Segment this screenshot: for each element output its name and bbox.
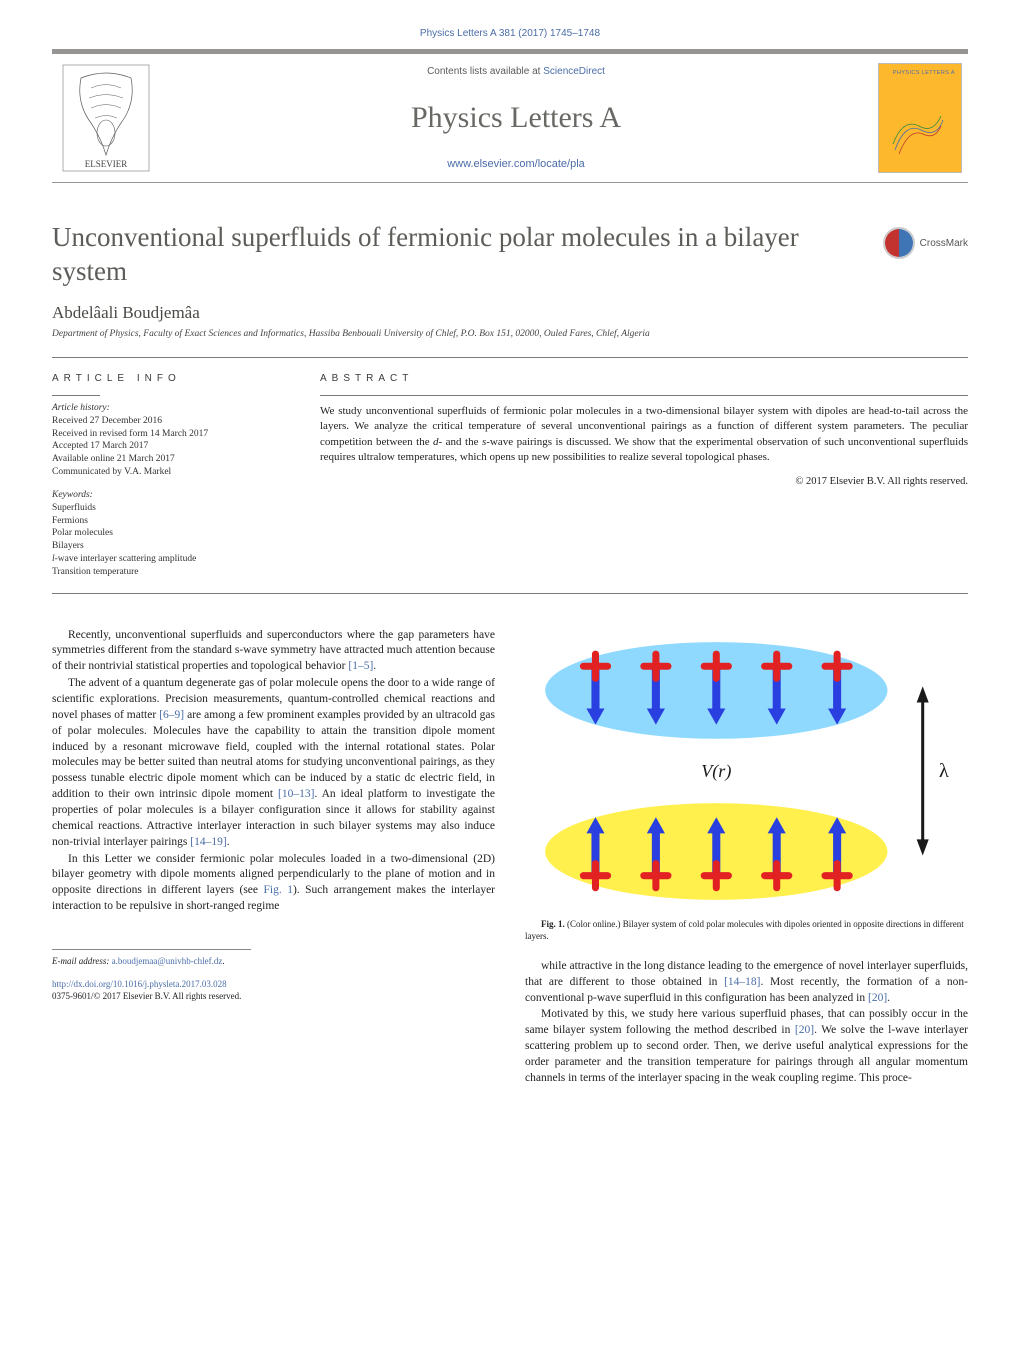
paragraph: The advent of a quantum degenerate gas o… <box>52 676 495 850</box>
keyword: Polar molecules <box>52 527 284 540</box>
footnote-block: E-mail address: a.boudjemaa@univhb-chlef… <box>52 949 251 968</box>
citation-link[interactable]: [14–18] <box>724 976 760 988</box>
keyword: Bilayers <box>52 540 284 553</box>
article-info-column: ARTICLE INFO Article history: Received 2… <box>52 372 284 579</box>
article-info-label: ARTICLE INFO <box>52 372 284 386</box>
abstract-copyright: © 2017 Elsevier B.V. All rights reserved… <box>320 475 968 489</box>
author-email-link[interactable]: a.boudjemaa@univhb-chlef.dz <box>112 956 223 966</box>
keyword: Transition temperature <box>52 566 284 579</box>
crossmark-icon <box>883 227 915 259</box>
history-line: Accepted 17 March 2017 <box>52 440 284 453</box>
author-affiliation: Department of Physics, Faculty of Exact … <box>52 329 968 339</box>
history-line: Received 27 December 2016 <box>52 415 284 428</box>
citation-text[interactable]: Physics Letters A 381 (2017) 1745–1748 <box>420 28 600 39</box>
right-column: V(r) λ Fig. 1. (Color online.) Bilayer s… <box>525 628 968 1088</box>
paragraph: while attractive in the long distance le… <box>525 959 968 1007</box>
history-line: Available online 21 March 2017 <box>52 453 284 466</box>
keyword: Superfluids <box>52 502 284 515</box>
journal-header: ELSEVIER Contents lists available at Sci… <box>52 49 968 183</box>
author-name: Abdelâali Boudjemâa <box>52 303 968 323</box>
abstract-label: ABSTRACT <box>320 372 968 386</box>
svg-text:V(r): V(r) <box>701 761 731 782</box>
article-body: Recently, unconventional superfluids and… <box>52 628 968 1088</box>
keywords-label: Keywords: <box>52 490 93 500</box>
abstract-text: We study unconventional superfluids of f… <box>320 404 968 465</box>
contents-line: Contents lists available at ScienceDirec… <box>160 66 872 77</box>
elsevier-logo: ELSEVIER <box>52 54 160 182</box>
citation-header: Physics Letters A 381 (2017) 1745–1748 <box>52 28 968 39</box>
paragraph: In this Letter we consider fermionic pol… <box>52 852 495 915</box>
journal-cover: PHYSICS LETTERS A <box>872 54 968 182</box>
citation-link[interactable]: [10–13] <box>278 788 314 800</box>
history-line: Received in revised form 14 March 2017 <box>52 428 284 441</box>
svg-text:λ: λ <box>939 760 949 782</box>
journal-name: Physics Letters A <box>160 101 872 135</box>
crossmark-badge[interactable]: CrossMark <box>883 227 968 259</box>
paragraph: Recently, unconventional superfluids and… <box>52 628 495 676</box>
citation-link[interactable]: [20] <box>868 992 887 1004</box>
journal-homepage-link[interactable]: www.elsevier.com/locate/pla <box>160 158 872 170</box>
contents-prefix: Contents lists available at <box>427 66 543 77</box>
crossmark-label: CrossMark <box>920 238 968 249</box>
citation-link[interactable]: [14–19] <box>190 836 226 848</box>
history-label: Article history: <box>52 403 110 413</box>
figure-caption: Fig. 1. (Color online.) Bilayer system o… <box>525 919 968 942</box>
doi-link[interactable]: http://dx.doi.org/10.1016/j.physleta.201… <box>52 979 227 989</box>
figure-link[interactable]: Fig. 1 <box>264 884 293 896</box>
divider <box>52 357 968 358</box>
citation-link[interactable]: [1–5] <box>348 660 373 672</box>
history-line: Communicated by V.A. Markel <box>52 466 284 479</box>
doi-block: http://dx.doi.org/10.1016/j.physleta.201… <box>52 978 495 1002</box>
cover-title: PHYSICS LETTERS A <box>879 64 961 76</box>
svg-text:ELSEVIER: ELSEVIER <box>85 159 128 169</box>
left-column: Recently, unconventional superfluids and… <box>52 628 495 1088</box>
paragraph: Motivated by this, we study here various… <box>525 1007 968 1086</box>
abstract-column: ABSTRACT We study unconventional superfl… <box>320 372 968 579</box>
sciencedirect-link[interactable]: ScienceDirect <box>543 66 605 77</box>
issn-line: 0375-9601/© 2017 Elsevier B.V. All right… <box>52 991 241 1001</box>
article-title: Unconventional superfluids of fermionic … <box>52 221 863 289</box>
email-label: E-mail address: <box>52 956 112 966</box>
figure-1: V(r) λ <box>525 628 968 910</box>
citation-link[interactable]: [6–9] <box>159 709 184 721</box>
keyword: l-wave interlayer scattering amplitude <box>52 553 284 566</box>
keyword: Fermions <box>52 515 284 528</box>
divider <box>52 593 968 594</box>
citation-link[interactable]: [20] <box>795 1024 814 1036</box>
